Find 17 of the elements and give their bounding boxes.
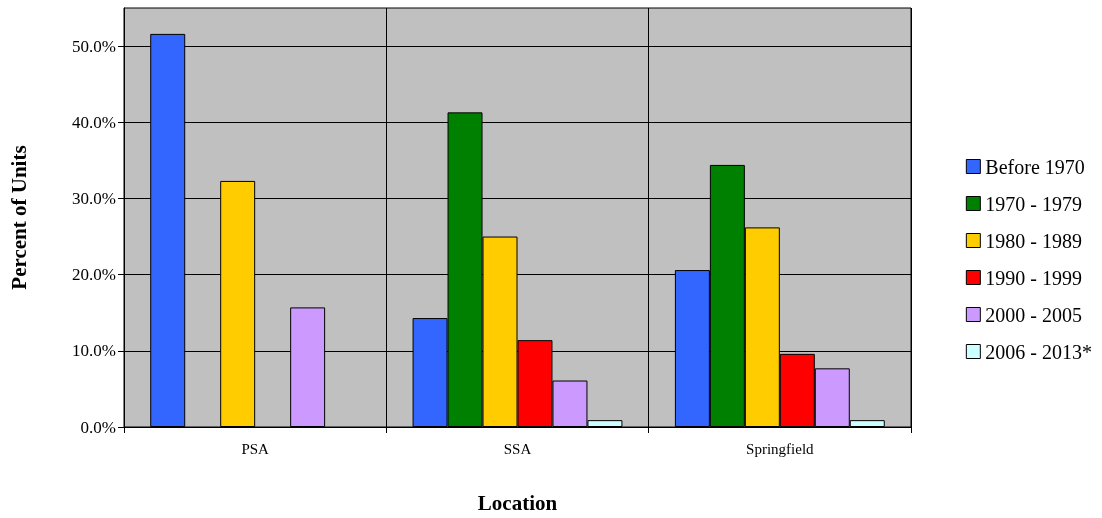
x-tick-label: PSA bbox=[241, 440, 270, 457]
legend-label: 1980 - 1989 bbox=[985, 229, 1083, 252]
y-axis-title: Percent of Units bbox=[6, 145, 31, 290]
x-tick-label: Springfield bbox=[746, 440, 815, 457]
x-axis-title: Location bbox=[477, 490, 558, 515]
legend-label: 2006 - 2013* bbox=[985, 340, 1093, 363]
legend-label: 2000 - 2005 bbox=[985, 303, 1083, 326]
y-tick-label: 30.0% bbox=[72, 188, 116, 208]
legend-label: 1970 - 1979 bbox=[985, 192, 1083, 215]
x-tick-label: SSA bbox=[503, 440, 532, 457]
y-tick-label: 20.0% bbox=[72, 265, 116, 285]
y-tick-label: 10.0% bbox=[72, 341, 116, 361]
y-tick-label: 40.0% bbox=[72, 112, 116, 132]
legend-label: 1990 - 1999 bbox=[985, 266, 1083, 289]
legend-label: Before 1970 bbox=[985, 155, 1085, 178]
y-tick-label: 50.0% bbox=[72, 36, 116, 56]
y-tick-label: 0.0% bbox=[80, 417, 116, 437]
